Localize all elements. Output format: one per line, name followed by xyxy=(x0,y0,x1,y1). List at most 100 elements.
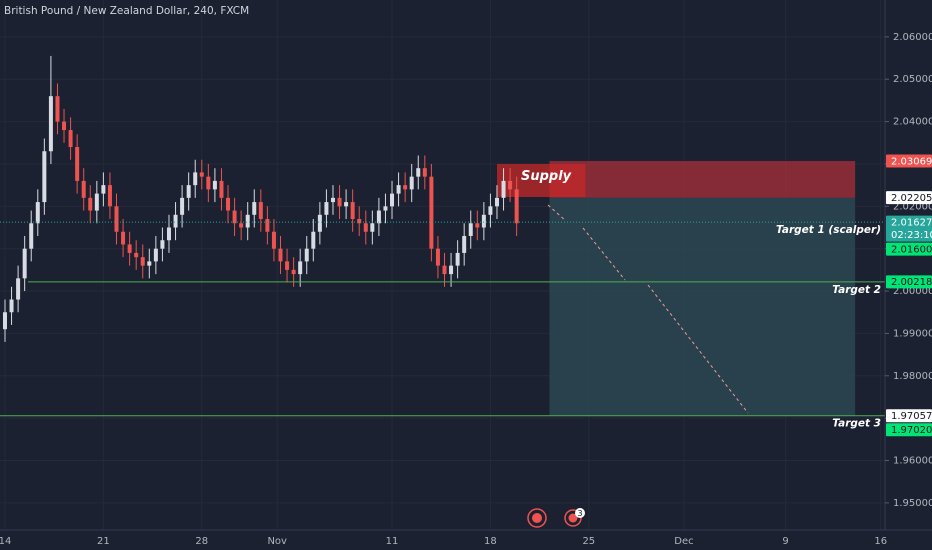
y-tick-label: 1.99000 xyxy=(893,328,932,339)
candle-body xyxy=(35,202,40,224)
candle-body xyxy=(121,231,126,245)
candle-body xyxy=(226,197,231,211)
x-tick-label: 28 xyxy=(195,536,208,547)
candle-body xyxy=(409,176,414,190)
price-label-box xyxy=(886,275,932,289)
candle-body xyxy=(75,147,80,181)
candle-body xyxy=(311,231,316,249)
candle-body xyxy=(94,193,99,211)
candle-body xyxy=(252,202,257,215)
price-label: 2.03069 xyxy=(891,156,932,167)
price-label: 1.97057 xyxy=(891,411,932,422)
price-label: 1.97020 xyxy=(891,425,932,436)
candle-body xyxy=(127,244,132,253)
x-tick-label: 16 xyxy=(874,536,887,547)
candle-body xyxy=(350,202,355,220)
price-label: 2.01600 xyxy=(891,244,932,255)
candle-body xyxy=(140,257,145,266)
candle-body xyxy=(147,261,152,266)
y-tick-label: 2.04000 xyxy=(893,117,932,128)
price-label-box xyxy=(886,215,932,242)
candle-body xyxy=(357,219,362,224)
x-tick-label: 25 xyxy=(582,536,595,547)
candle-body xyxy=(88,197,93,211)
candle-body xyxy=(258,202,263,220)
price-label: 2.00218 xyxy=(891,277,932,288)
level-label: Target 2 xyxy=(832,284,881,296)
candle-body xyxy=(298,261,303,275)
candle-body xyxy=(324,202,329,215)
candle-body xyxy=(488,206,493,215)
zones: Supply xyxy=(496,160,856,416)
candle-body xyxy=(370,223,375,232)
candle-body xyxy=(245,214,250,228)
y-tick-label: 2.06000 xyxy=(893,32,932,43)
y-tick-label: 2.02000 xyxy=(893,201,932,212)
candle-body xyxy=(317,214,322,232)
candle-body xyxy=(29,223,34,249)
event-icon-dot xyxy=(532,513,542,523)
zone xyxy=(549,160,856,198)
candle-body xyxy=(55,96,60,122)
arrow xyxy=(582,227,626,281)
level-label: Target 1 (scalper) xyxy=(776,224,881,236)
candle-body xyxy=(107,185,112,207)
y-tick-label: 1.98000 xyxy=(893,371,932,382)
candle-body xyxy=(501,180,506,198)
candle-body xyxy=(462,235,467,253)
event-badge-count: 3 xyxy=(577,509,582,518)
candle-body xyxy=(455,252,460,266)
x-tick-label: 21 xyxy=(97,536,110,547)
candle-body xyxy=(304,248,309,262)
candle-body xyxy=(68,130,73,148)
candle-body xyxy=(48,96,53,152)
candle-body xyxy=(291,269,296,275)
zone-label: Supply xyxy=(521,169,572,184)
price-label: 2.01627 xyxy=(891,217,932,228)
candle-body xyxy=(442,265,447,275)
candle-body xyxy=(468,223,473,236)
arrow xyxy=(547,204,567,222)
x-tick-label: Nov xyxy=(267,536,287,547)
candle-body xyxy=(363,223,368,232)
level-label: Target 3 xyxy=(832,418,881,430)
candle-body xyxy=(390,193,395,207)
candle-body xyxy=(62,121,67,131)
candle-body xyxy=(180,197,185,215)
y-tick-label: 1.96000 xyxy=(893,456,932,467)
candle-body xyxy=(232,210,237,224)
candle-body xyxy=(101,185,106,194)
candle-body xyxy=(396,185,401,194)
y-tick-label: 2.05000 xyxy=(893,74,932,85)
y-tick-label: 2.00000 xyxy=(893,286,932,297)
candle-body xyxy=(160,240,165,249)
candle-body xyxy=(429,176,434,249)
candle-body xyxy=(114,206,119,232)
candle-body xyxy=(383,206,388,211)
zone xyxy=(549,197,856,416)
zone xyxy=(496,163,586,198)
event-icons: 3 xyxy=(527,508,585,528)
x-tick-label: Dec xyxy=(674,536,693,547)
chart-title: British Pound / New Zealand Dollar, 240,… xyxy=(4,5,249,17)
candle-body xyxy=(278,248,283,262)
x-tick-label: 11 xyxy=(386,536,399,547)
candle-body xyxy=(166,227,171,241)
candle-body xyxy=(16,278,21,300)
candle-body xyxy=(219,180,224,198)
candle-body xyxy=(344,202,349,207)
event-icon-dot xyxy=(568,513,578,523)
candle-body xyxy=(330,197,335,203)
y-tick-label: 1.95000 xyxy=(893,498,932,509)
candle-body xyxy=(271,231,276,249)
candle-body xyxy=(435,248,440,266)
x-tick-label: 14 xyxy=(0,536,11,547)
candle-body xyxy=(173,214,178,228)
price-label-box xyxy=(886,409,932,423)
candle-body xyxy=(199,172,204,177)
candle-body xyxy=(514,189,519,224)
price-labels: 2.03069 2.02205 2.01627 02:23:10 2.01600 2.00… xyxy=(886,154,932,437)
price-label-box xyxy=(886,154,932,168)
price-label-box xyxy=(886,242,932,256)
